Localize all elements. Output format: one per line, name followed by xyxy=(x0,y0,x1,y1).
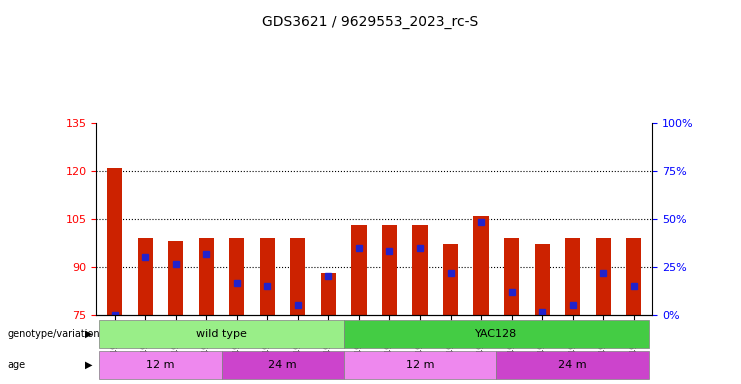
Text: age: age xyxy=(7,360,25,370)
Bar xyxy=(351,225,367,315)
Bar xyxy=(199,238,214,315)
Bar xyxy=(321,273,336,315)
FancyBboxPatch shape xyxy=(222,351,344,379)
Bar xyxy=(229,238,245,315)
Text: 12 m: 12 m xyxy=(146,360,175,370)
FancyBboxPatch shape xyxy=(99,351,222,379)
Text: ▶: ▶ xyxy=(85,329,93,339)
Bar xyxy=(413,225,428,315)
FancyBboxPatch shape xyxy=(496,351,649,379)
Bar xyxy=(138,238,153,315)
Text: GDS3621 / 9629553_2023_rc-S: GDS3621 / 9629553_2023_rc-S xyxy=(262,15,479,29)
Text: wild type: wild type xyxy=(196,329,247,339)
FancyBboxPatch shape xyxy=(99,320,344,348)
Text: 24 m: 24 m xyxy=(268,360,297,370)
Bar xyxy=(290,238,305,315)
Text: ▶: ▶ xyxy=(85,360,93,370)
Bar xyxy=(107,168,122,315)
Bar xyxy=(168,241,183,315)
Text: YAC128: YAC128 xyxy=(475,329,517,339)
Bar xyxy=(473,216,489,315)
Text: genotype/variation: genotype/variation xyxy=(7,329,100,339)
Bar xyxy=(596,238,611,315)
Bar xyxy=(565,238,580,315)
Bar xyxy=(504,238,519,315)
FancyBboxPatch shape xyxy=(344,320,649,348)
Bar xyxy=(382,225,397,315)
Bar xyxy=(534,245,550,315)
Text: 12 m: 12 m xyxy=(406,360,434,370)
Bar xyxy=(626,238,642,315)
Bar xyxy=(259,238,275,315)
Text: 24 m: 24 m xyxy=(559,360,587,370)
FancyBboxPatch shape xyxy=(344,351,496,379)
Bar xyxy=(443,245,458,315)
